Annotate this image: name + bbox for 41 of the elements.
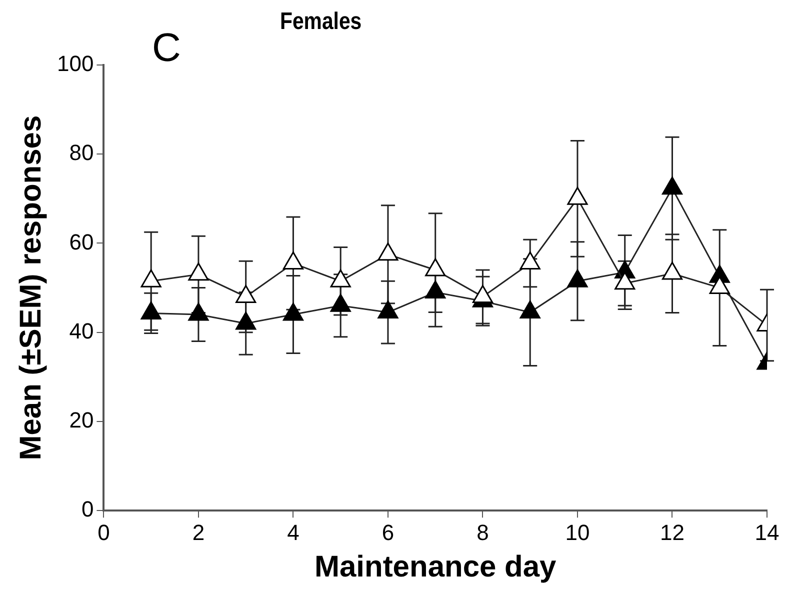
point xyxy=(425,280,446,299)
point xyxy=(282,252,304,270)
point xyxy=(236,312,256,330)
point xyxy=(614,272,636,290)
point xyxy=(425,258,446,276)
point xyxy=(709,276,730,294)
point xyxy=(330,269,351,288)
point xyxy=(472,284,494,303)
point xyxy=(662,262,683,280)
x-tick-label: 12 xyxy=(660,520,684,545)
point xyxy=(567,186,588,205)
point xyxy=(662,176,683,195)
point xyxy=(520,252,540,270)
x-axis-title: Maintenance day xyxy=(314,550,557,584)
point xyxy=(188,302,209,321)
x-tick-label: 10 xyxy=(565,520,590,545)
point xyxy=(236,284,256,303)
y-tick-label: 40 xyxy=(69,318,94,344)
chart-title: Females xyxy=(280,8,362,36)
y-tick-label: 60 xyxy=(69,229,94,254)
point xyxy=(330,294,351,312)
point xyxy=(282,302,304,321)
point xyxy=(188,262,209,281)
y-tick-label: 80 xyxy=(69,140,94,166)
y-tick-label: 20 xyxy=(69,408,94,433)
x-tick-label: 14 xyxy=(754,520,780,545)
x-tick-label: 2 xyxy=(192,520,205,545)
point xyxy=(378,242,398,261)
point xyxy=(378,300,398,319)
point xyxy=(520,300,540,319)
y-axis-title: Mean (±SEM) responses xyxy=(14,115,48,460)
x-tick-label: 4 xyxy=(287,520,300,545)
x-tick-label: 8 xyxy=(476,520,489,545)
annotation: C xyxy=(152,26,181,71)
point xyxy=(567,269,588,288)
x-tick-label: 6 xyxy=(382,520,394,545)
point xyxy=(140,269,162,288)
point xyxy=(140,301,162,320)
y-tick-label: 0 xyxy=(81,496,94,522)
x-tick-label: 0 xyxy=(98,520,110,545)
y-tick-label: 100 xyxy=(56,51,94,76)
